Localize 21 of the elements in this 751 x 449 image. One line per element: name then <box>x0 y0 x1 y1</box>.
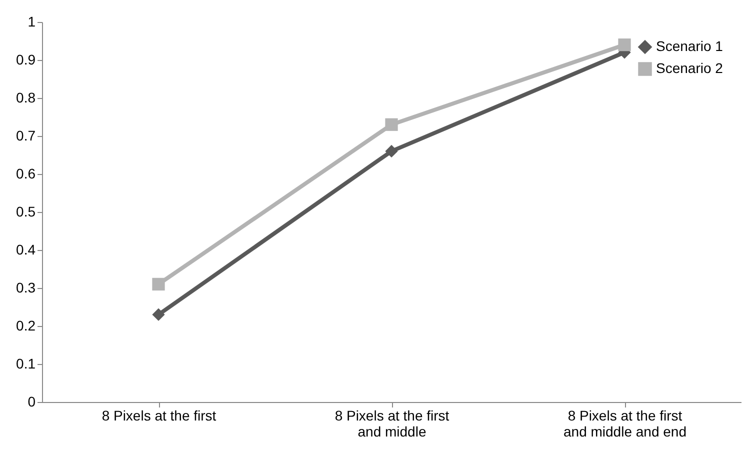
legend-label: Scenario 2 <box>656 60 724 76</box>
x-tick-label: 8 Pixels at the first and middle and end <box>564 408 686 440</box>
y-tick-label: 0.2 <box>16 318 36 334</box>
x-tick-label: 8 Pixels at the first <box>102 408 216 424</box>
point <box>152 308 165 321</box>
point <box>152 278 165 291</box>
y-tick-label: 0.1 <box>16 356 36 372</box>
point <box>618 38 631 52</box>
x-tick-label: 8 Pixels at the first and middle <box>334 408 450 440</box>
y-tick-label: 0.4 <box>16 242 36 258</box>
point <box>385 144 398 158</box>
y-tick-label: 0.6 <box>16 166 36 182</box>
y-tick-label: 0 <box>28 394 36 410</box>
y-tick-label: 0.3 <box>16 280 36 296</box>
y-tick-label: 0.7 <box>16 128 36 144</box>
y-tick-label: 0.5 <box>16 204 36 220</box>
y-tick-label: 1 <box>28 14 36 30</box>
y-tick-label: 0.8 <box>16 90 36 106</box>
legend-label: Scenario 1 <box>656 38 724 54</box>
y-tick-label: 0.9 <box>16 52 36 68</box>
point <box>385 118 398 131</box>
